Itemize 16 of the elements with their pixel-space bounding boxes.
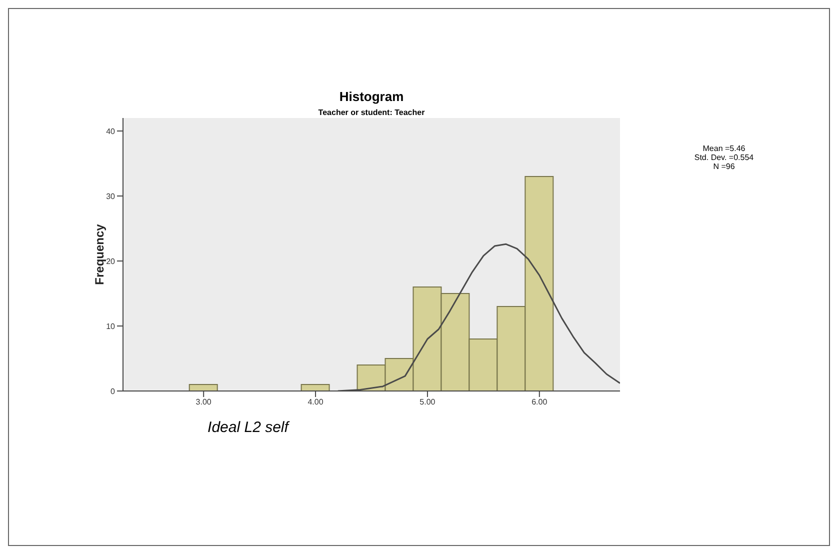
x-tick-label: 6.00	[532, 398, 548, 407]
text: N =96	[712, 162, 736, 171]
y-tick-label: 0	[110, 386, 116, 396]
y-tick-label: 30	[106, 192, 116, 201]
y-tick-label: 10	[106, 322, 116, 331]
text: Mean =5.46	[702, 144, 746, 153]
x-axis-title: Ideal L2 self	[206, 419, 291, 436]
x-tick-label: 3.00	[196, 398, 212, 407]
y-tick-label: 40	[106, 126, 116, 136]
text: Std. Dev. =0.554	[693, 153, 755, 162]
chart-title: Histogram	[338, 89, 405, 104]
y-axis-title: Frequency	[92, 224, 106, 285]
x-tick-label: 4.00	[308, 398, 324, 407]
chart-subtitle: Teacher or student: Teacher	[317, 108, 426, 117]
x-tick-label: 5.00	[420, 398, 436, 407]
y-tick-label: 20	[106, 256, 116, 266]
